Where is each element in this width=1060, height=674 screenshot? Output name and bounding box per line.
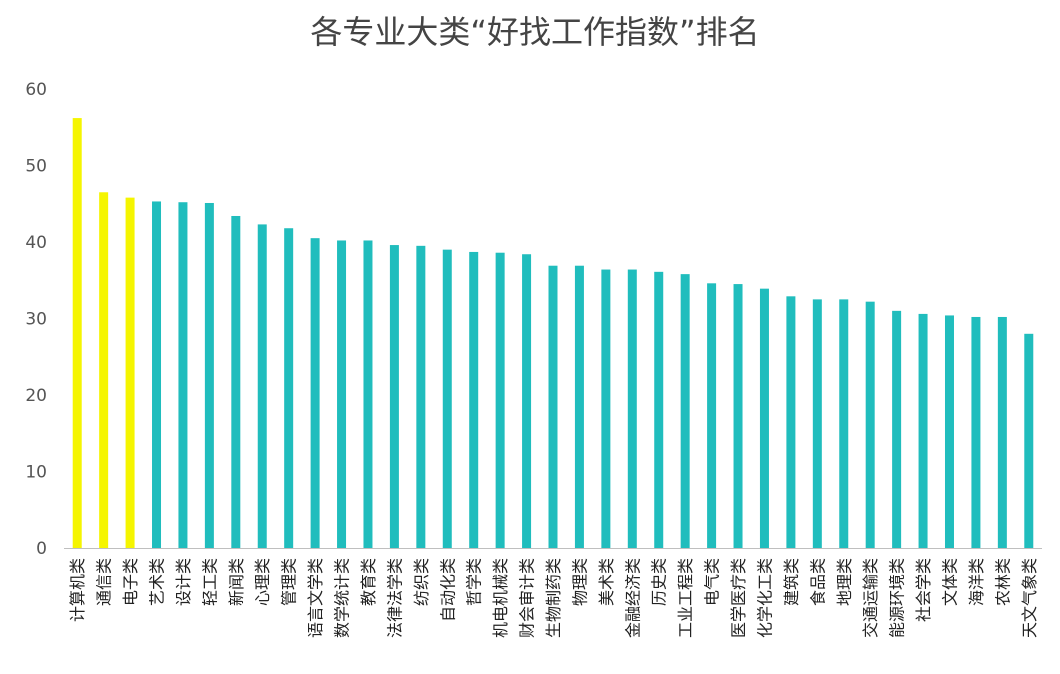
y-tick-label: 50 [25,157,47,177]
x-tick-label: 轻工类 [200,558,219,606]
bar [759,288,769,548]
x-tick-label: 物理类 [570,558,589,606]
x-tick-label: 建筑类 [782,558,801,606]
x-tick-label: 工业工程类 [676,558,695,638]
x-tick-label: 能源环境类 [888,558,907,638]
x-tick-label: 艺术类 [148,558,167,606]
bars [72,118,1034,549]
bar [944,315,954,548]
bar [654,271,664,548]
bar [284,228,294,549]
x-tick-label: 金融经济类 [623,558,642,638]
x-tick-label: 电气类 [703,558,722,606]
bar [337,240,347,548]
bar [892,310,902,548]
x-tick-label: 食品类 [808,558,827,606]
x-tick-label: 新闻类 [227,558,246,606]
bar [442,249,452,548]
x-tick-label: 交通运输类 [861,558,880,638]
x-tick-label: 哲学类 [465,558,484,606]
y-tick-label: 30 [25,310,47,330]
bar [310,238,320,549]
bar [204,202,214,549]
y-tick-label: 20 [25,386,47,406]
x-tick-label: 语言文学类 [306,558,325,638]
bar [812,299,822,548]
bar [707,283,717,548]
x-tick-label: 历史类 [650,558,669,606]
bar [548,265,558,548]
bar [733,284,743,548]
x-tick-label: 设计类 [174,558,193,606]
bar [627,269,637,548]
y-tick-label: 0 [36,539,47,559]
x-tick-label: 社会学类 [914,558,933,622]
x-tick-label: 法律法学类 [385,558,404,638]
bar [178,202,188,548]
y-axis-ticks: 0 10 20 30 40 50 60 [25,80,47,559]
bar [522,254,532,549]
x-tick-label: 农林类 [993,558,1012,606]
bar [416,245,426,548]
bar [971,316,981,548]
y-tick-label: 40 [25,233,47,253]
bar [839,299,849,548]
x-tick-label: 地理类 [835,558,854,606]
x-tick-label: 纺织类 [412,558,431,606]
x-tick-label: 天文气象类 [1020,558,1039,638]
bar [231,215,241,549]
bar [152,201,162,548]
x-axis-labels: 计算机类 通信类 电子类 艺术类 设计类 轻工类 新闻类 心理类 管理类 语言文学类 数学统计类 教育… [68,558,1039,638]
bar [1024,333,1034,548]
bar [389,245,399,548]
x-tick-label: 财会审计类 [518,558,537,638]
bar [601,269,611,548]
x-tick-label: 心理类 [253,558,272,606]
x-tick-label: 机电机械类 [491,558,510,638]
x-tick-label: 文体类 [940,558,959,606]
bar [786,296,796,548]
bar [257,224,267,548]
bar [680,274,690,548]
bar [865,301,875,548]
bar [99,192,109,548]
x-tick-label: 教育类 [359,558,378,606]
y-tick-label: 60 [25,80,47,100]
x-tick-label: 计算机类 [68,558,87,622]
chart-title: 各专业大类“好找工作指数”排名 [310,13,759,51]
bar [918,313,928,548]
bar [72,118,82,548]
x-tick-label: 通信类 [95,558,114,606]
bar [469,251,479,548]
bar [125,197,135,548]
x-tick-label: 美术类 [597,558,616,606]
x-tick-label: 电子类 [121,558,140,606]
x-tick-label: 自动化类 [438,558,457,622]
x-tick-label: 海洋类 [967,558,986,606]
bar [997,316,1007,548]
bar [574,265,584,548]
x-tick-label: 管理类 [280,558,299,606]
bar [495,252,505,548]
bar [363,240,373,548]
y-tick-label: 10 [25,463,47,483]
x-tick-label: 化学化工类 [755,558,774,638]
x-tick-label: 数学统计类 [333,558,352,638]
x-tick-label: 生物制药类 [544,558,563,638]
x-tick-label: 医学医疗类 [729,558,748,638]
